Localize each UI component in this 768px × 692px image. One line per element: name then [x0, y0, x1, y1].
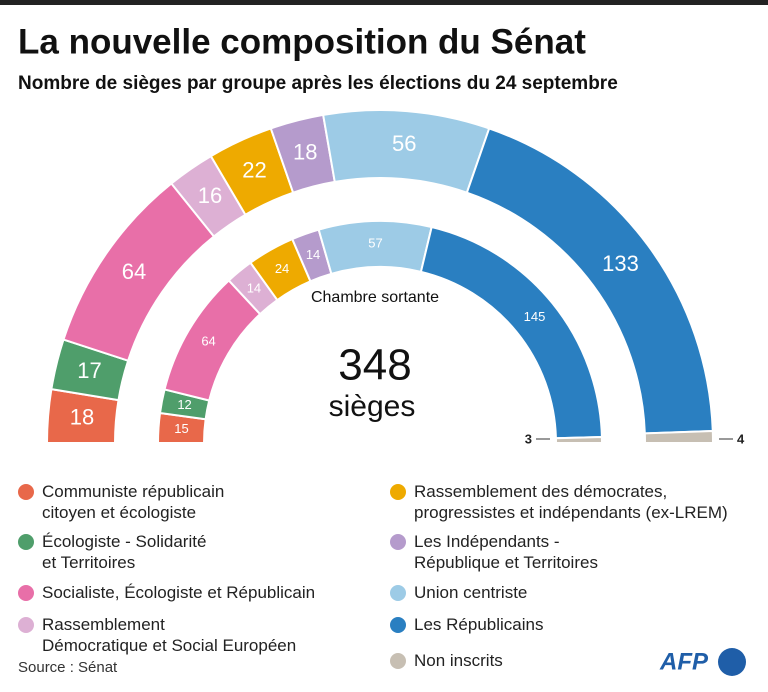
value-label: 12 [177, 397, 191, 412]
total-label: sièges [329, 390, 416, 423]
value-label: 18 [70, 405, 94, 430]
legend-swatch [18, 484, 34, 500]
legend-label: Union centriste [414, 583, 528, 602]
value-label: 14 [247, 280, 261, 295]
logo-dot [718, 648, 746, 676]
legend-swatch [390, 617, 406, 633]
legend-label: Écologiste - Solidarité et Territoires [42, 532, 207, 572]
seat-segment [554, 435, 604, 444]
legend-label: Non inscrits [414, 651, 503, 670]
seat-segment [643, 429, 715, 444]
value-label: 24 [275, 261, 289, 276]
legend-label: Rassemblement Démocratique et Social Eur… [42, 615, 297, 655]
legend-label: Les Indépendants - République et Territo… [414, 532, 598, 572]
value-label: 17 [77, 358, 101, 383]
value-label: 18 [293, 139, 317, 164]
value-label: 64 [201, 333, 215, 348]
legend-label: Socialiste, Écologiste et Républicain [42, 583, 316, 602]
legend-swatch [390, 534, 406, 550]
chart-title: La nouvelle composition du Sénat [18, 22, 586, 61]
legend-swatch [18, 585, 34, 601]
top-bar [0, 0, 768, 5]
value-label: 57 [368, 235, 382, 250]
value-label: 56 [392, 131, 416, 156]
legend-label: Communiste républicain citoyen et écolog… [42, 482, 225, 522]
legend-swatch [390, 653, 406, 669]
value-label: 16 [198, 183, 222, 208]
value-label: 133 [602, 251, 639, 276]
chart-subtitle: Nombre de sièges par groupe après les él… [18, 73, 618, 94]
value-label: 145 [524, 309, 546, 324]
source: Source : Sénat [18, 659, 118, 676]
legend-swatch [390, 484, 406, 500]
value-label: 4 [737, 431, 745, 446]
value-label: 14 [306, 247, 320, 262]
value-label: 15 [174, 421, 188, 436]
legend-label: Rassemblement des démocrates, progressis… [414, 482, 728, 522]
inner-ring-label: Chambre sortante [311, 289, 439, 306]
legend-label: Les Républicains [414, 615, 544, 634]
legend-swatch [18, 534, 34, 550]
value-label: 3 [525, 431, 532, 446]
value-label: 64 [122, 259, 146, 284]
logo: AFP [659, 648, 709, 675]
legend-swatch [390, 585, 406, 601]
legend-swatch [18, 617, 34, 633]
total-seats: 348 [338, 341, 411, 390]
value-label: 22 [242, 157, 266, 182]
